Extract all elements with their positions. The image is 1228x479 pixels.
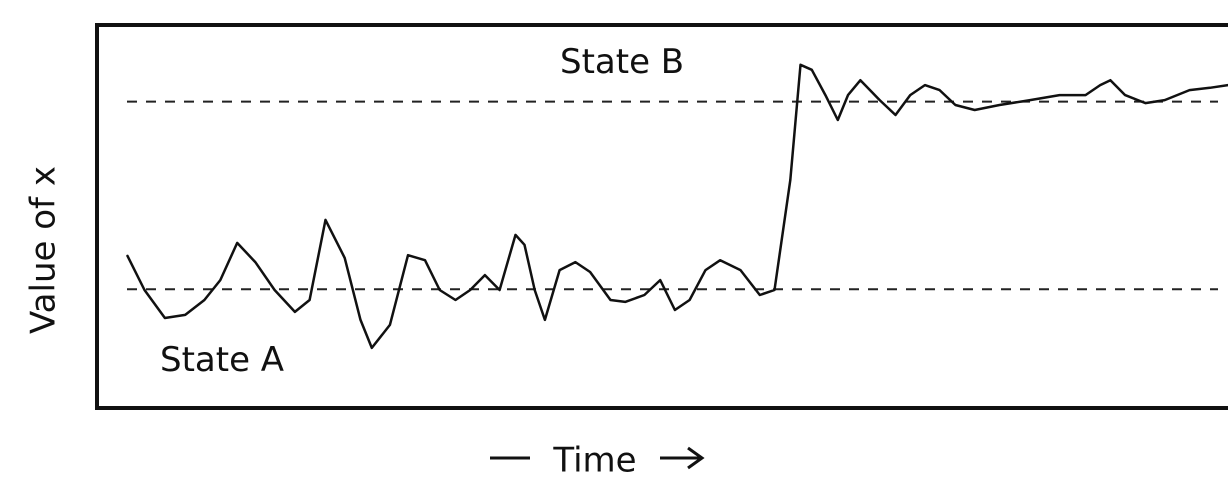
time-arrow-head xyxy=(687,446,705,470)
reference-label: State A xyxy=(160,340,284,380)
y-axis-label: Value of x xyxy=(24,166,64,334)
x-axis-label: Time xyxy=(552,441,636,479)
plot-frame xyxy=(95,23,1228,410)
reference-label: State B xyxy=(560,42,684,82)
data-line xyxy=(126,63,1228,350)
